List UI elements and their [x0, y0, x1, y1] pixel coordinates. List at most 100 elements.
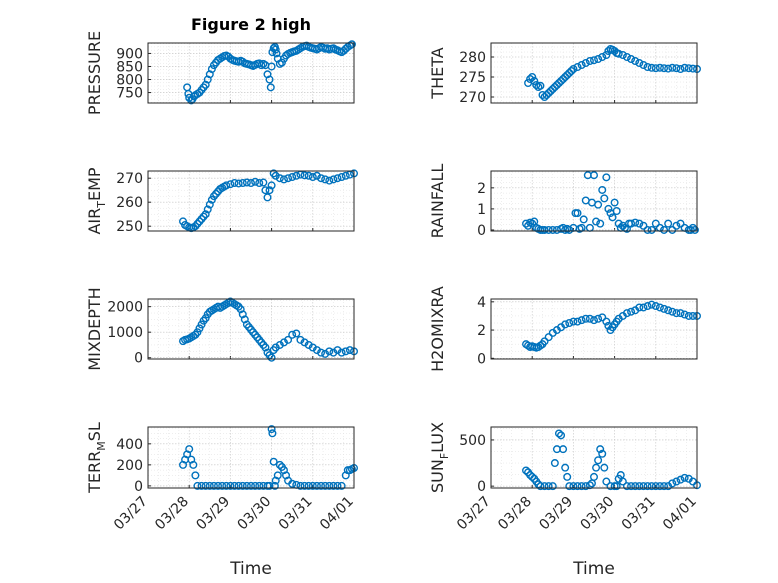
y-tick-label: 0 [477, 351, 486, 367]
data-point [251, 177, 260, 186]
data-point [230, 178, 239, 187]
data-point [230, 481, 239, 490]
data-point [688, 64, 697, 73]
data-point [536, 482, 545, 491]
data-point [577, 316, 586, 325]
data-point [337, 481, 346, 490]
data-point [193, 219, 202, 228]
data-point [608, 213, 617, 222]
data-point [193, 328, 202, 337]
data-point [304, 171, 313, 180]
data-point [614, 219, 623, 228]
data-point [277, 58, 286, 67]
data-point [317, 174, 326, 183]
data-point [664, 306, 673, 315]
y-axis-label: THETA [428, 47, 447, 99]
figure-title: Figure 2 high [191, 15, 311, 34]
data-point [596, 445, 605, 454]
data-point [341, 347, 350, 356]
data-point [614, 49, 623, 58]
data-point [267, 353, 276, 362]
data-point [333, 481, 342, 490]
axes-frame [490, 170, 698, 232]
data-point [528, 219, 537, 228]
data-point [271, 45, 280, 54]
data-point [197, 214, 206, 223]
data-point [238, 178, 247, 187]
data-point [672, 221, 681, 230]
data-point [676, 64, 685, 73]
data-point [246, 481, 255, 490]
data-point [668, 63, 677, 72]
data-point [594, 456, 603, 465]
data-point [548, 482, 557, 491]
data-point [565, 319, 574, 328]
data-point [590, 472, 599, 481]
data-point [300, 481, 309, 490]
data-point [643, 63, 652, 72]
data-point [292, 329, 301, 338]
axes-frame [490, 298, 698, 360]
axes-frame [147, 42, 355, 104]
data-point [577, 482, 586, 491]
data-point [197, 481, 206, 490]
data-point [540, 92, 549, 101]
data-point [612, 482, 621, 491]
data-point [544, 225, 553, 234]
data-point [222, 481, 231, 490]
data-point [275, 174, 284, 183]
data-point [266, 83, 275, 92]
data-point [312, 481, 321, 490]
data-point [569, 482, 578, 491]
data-point [317, 348, 326, 357]
data-point [651, 482, 660, 491]
data-point [590, 316, 599, 325]
x-tick-label: 03/28 [152, 494, 192, 534]
data-point [655, 63, 664, 72]
data-point [308, 172, 317, 181]
data-point [265, 481, 274, 490]
data-point [684, 311, 693, 320]
data-point [581, 314, 590, 323]
data-point [565, 225, 574, 234]
x-tick-label: 04/01 [317, 494, 357, 534]
data-point [585, 223, 594, 232]
x-axis-label-left: Time [229, 559, 272, 579]
data-point [557, 431, 566, 440]
data-point [321, 481, 330, 490]
data-point [561, 320, 570, 329]
data-point [647, 63, 656, 72]
data-point [563, 70, 572, 79]
x-tick-label: 03/28 [495, 494, 535, 534]
data-point [622, 482, 631, 491]
data-point [209, 481, 218, 490]
y-tick-label: 900 [116, 46, 143, 62]
data-point [201, 481, 210, 490]
data-point [267, 425, 276, 434]
data-point [234, 481, 243, 490]
data-point [265, 75, 274, 84]
data-point [337, 348, 346, 357]
y-tick-label: 2 [477, 181, 486, 197]
data-point [238, 310, 247, 319]
subplot-h2omixra: 0 2 4 H2OMIXRA [428, 286, 702, 372]
data-point [532, 80, 541, 89]
axes-frame [147, 170, 355, 232]
data-point [269, 169, 278, 178]
data-point [676, 219, 685, 228]
data-point [573, 63, 582, 72]
data-point [592, 463, 601, 472]
data-point [557, 76, 566, 85]
data-point [627, 482, 636, 491]
data-point [267, 181, 276, 190]
data-point [554, 429, 563, 438]
data-point [563, 472, 572, 481]
data-point [622, 53, 631, 62]
data-point [598, 53, 607, 62]
y-tick-label: 200 [116, 458, 143, 474]
data-point [211, 189, 220, 198]
data-point [602, 51, 611, 60]
